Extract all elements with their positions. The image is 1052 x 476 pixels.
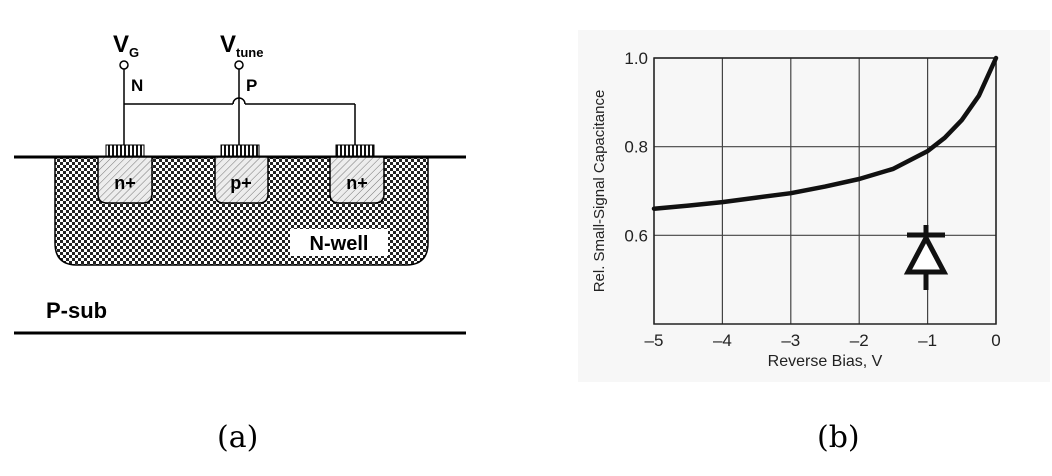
- contact-center: [220, 144, 260, 157]
- y-tick-label: 1.0: [624, 49, 648, 68]
- contact-left: [105, 144, 145, 157]
- region-center-label: p+: [230, 173, 252, 193]
- chart-background: [578, 30, 1050, 382]
- terminal-vtune-type: P: [246, 76, 257, 95]
- y-tick-label: 0.8: [624, 138, 648, 157]
- n-well-label: N-well: [310, 233, 369, 255]
- terminal-vtune-label: Vtune: [220, 31, 263, 60]
- capacitance-curve: [651, 55, 999, 211]
- x-tick-label: –4: [713, 331, 732, 350]
- caption-b: (b): [817, 420, 860, 455]
- x-tick-label: –2: [850, 331, 869, 350]
- caption-a: (a): [217, 420, 259, 455]
- y-tick-label: 0.6: [624, 226, 648, 245]
- region-p-plus: [214, 156, 269, 204]
- plot-frame: [653, 57, 997, 325]
- x-axis-label: Reverse Bias, V: [768, 353, 883, 370]
- region-n-plus-left: [97, 156, 153, 204]
- y-axis-label: Rel. Small-Signal Capacitance: [591, 90, 608, 293]
- terminal-vg-label: VG: [113, 31, 139, 60]
- region-n-plus-right: [329, 156, 385, 204]
- terminal-vg-type: N: [131, 76, 143, 95]
- x-tick-label: –5: [645, 331, 664, 350]
- terminal-vg-node: [119, 60, 129, 70]
- p-sub-label: P-sub: [46, 298, 107, 323]
- x-tick-label: 0: [991, 331, 1000, 350]
- wiring: [123, 69, 356, 145]
- diode-symbol: [903, 225, 949, 290]
- contact-right: [335, 144, 375, 157]
- varactor-cross-section: VG N Vtune P n+ p+ n+ N-well P-sub: [14, 31, 466, 335]
- region-right-label: n+: [346, 173, 368, 193]
- x-tick-label: –3: [781, 331, 800, 350]
- x-tick-label: –1: [918, 331, 937, 350]
- terminal-vtune-node: [234, 60, 244, 70]
- capacitance-chart: –5 –4 –3 –2 –1 0 0.6 0.8 1.0 Reverse Bias, V Re…: [578, 30, 1050, 382]
- region-left-label: n+: [114, 173, 136, 193]
